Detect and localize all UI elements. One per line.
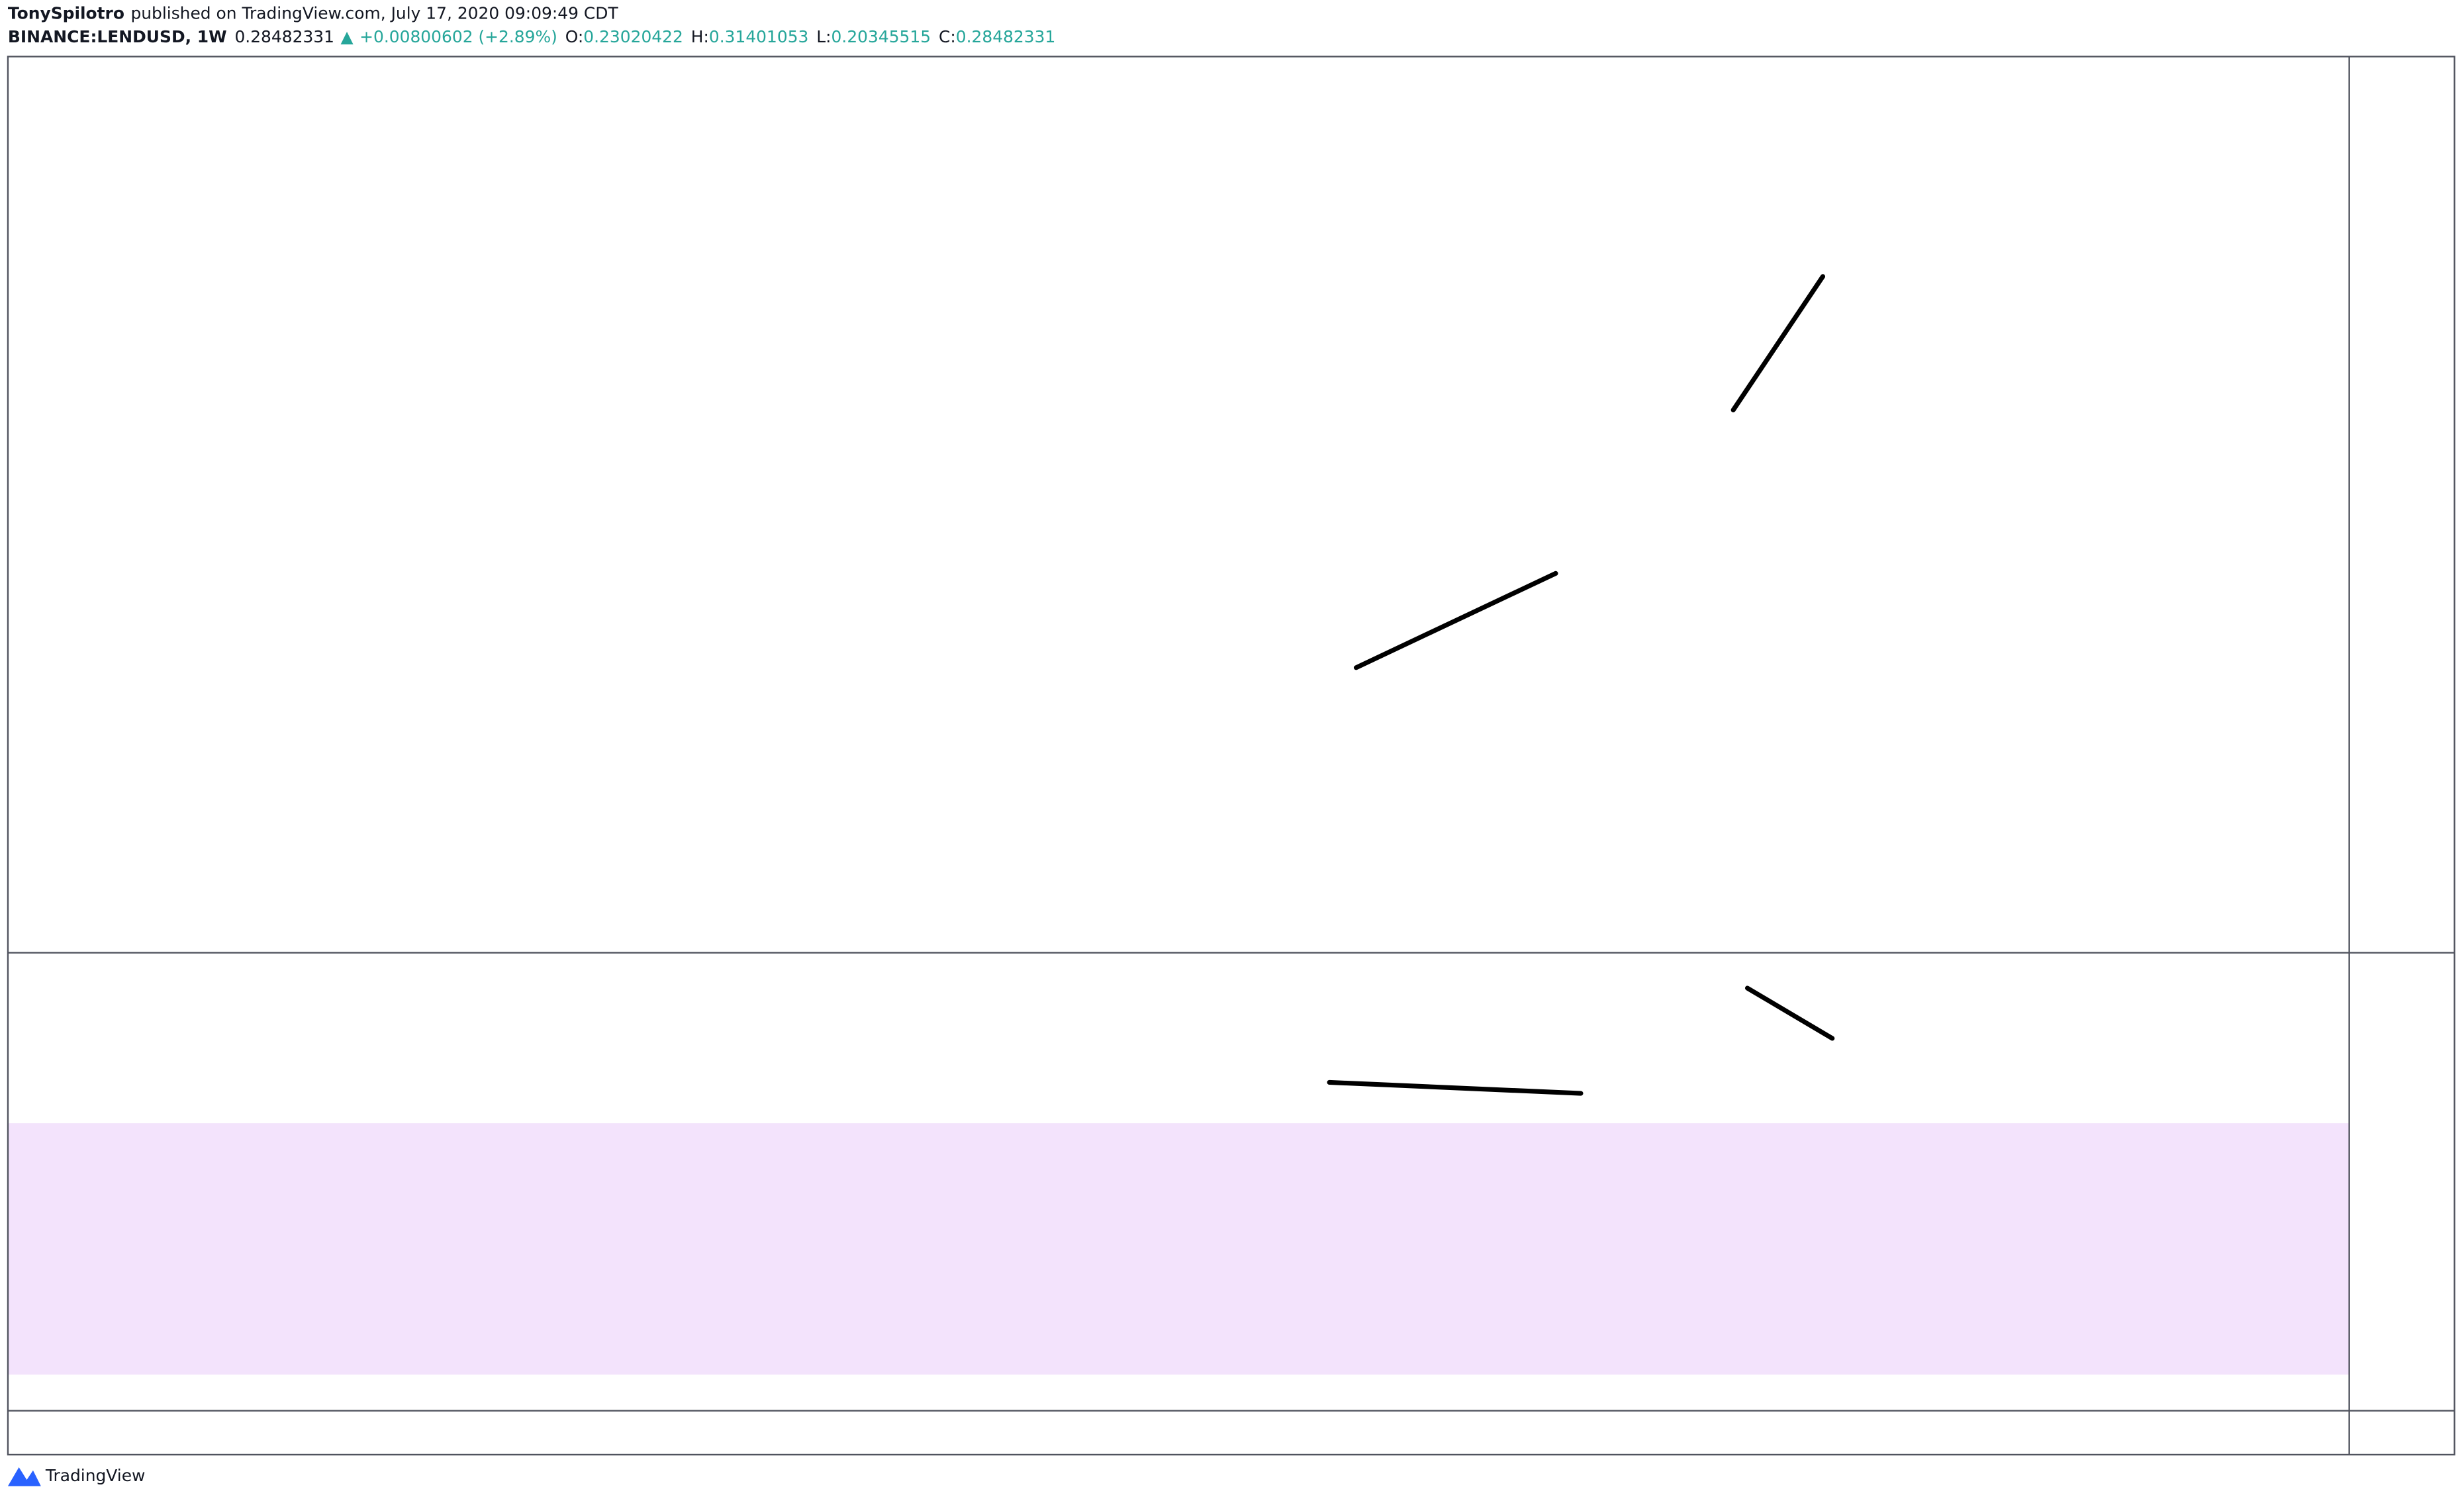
trend-line bbox=[1353, 570, 1558, 670]
high-value: 0.31401053 bbox=[709, 27, 809, 46]
back-layer bbox=[7, 1123, 2349, 1375]
author: TonySpilotro bbox=[8, 3, 124, 23]
trend-line bbox=[1730, 274, 1826, 413]
published: published on TradingView.com, July 17, 2… bbox=[130, 3, 618, 23]
close-value: 0.28482331 bbox=[956, 27, 1056, 46]
last-price: 0.28482331 bbox=[234, 27, 334, 46]
change: +0.00800602 (+2.89%) bbox=[359, 27, 557, 46]
frame bbox=[7, 56, 2455, 1456]
up-arrow: ▲ bbox=[340, 27, 354, 46]
symbol: BINANCE:LENDUSD, 1W bbox=[8, 27, 227, 46]
high-label: H: bbox=[691, 27, 709, 46]
open-value: 0.23020422 bbox=[583, 27, 683, 46]
logo-icon bbox=[7, 1467, 41, 1486]
rsi-band bbox=[7, 1123, 2349, 1375]
header-line-1: TonySpilotro published on TradingView.com… bbox=[8, 3, 619, 23]
header-line-2: BINANCE:LENDUSD, 1W 0.28482331 ▲ +0.0080060… bbox=[8, 27, 1055, 46]
trend-line bbox=[1744, 985, 1835, 1041]
logo: TradingView bbox=[7, 1466, 145, 1486]
drawings bbox=[1327, 274, 1835, 1096]
frame-border bbox=[7, 56, 2455, 1456]
brand: TradingView bbox=[45, 1466, 145, 1485]
low-value: 0.20345515 bbox=[831, 27, 931, 46]
close-label: C: bbox=[939, 27, 956, 46]
low-label: L: bbox=[816, 27, 831, 46]
open-label: O: bbox=[565, 27, 584, 46]
trend-line bbox=[1327, 1079, 1584, 1096]
